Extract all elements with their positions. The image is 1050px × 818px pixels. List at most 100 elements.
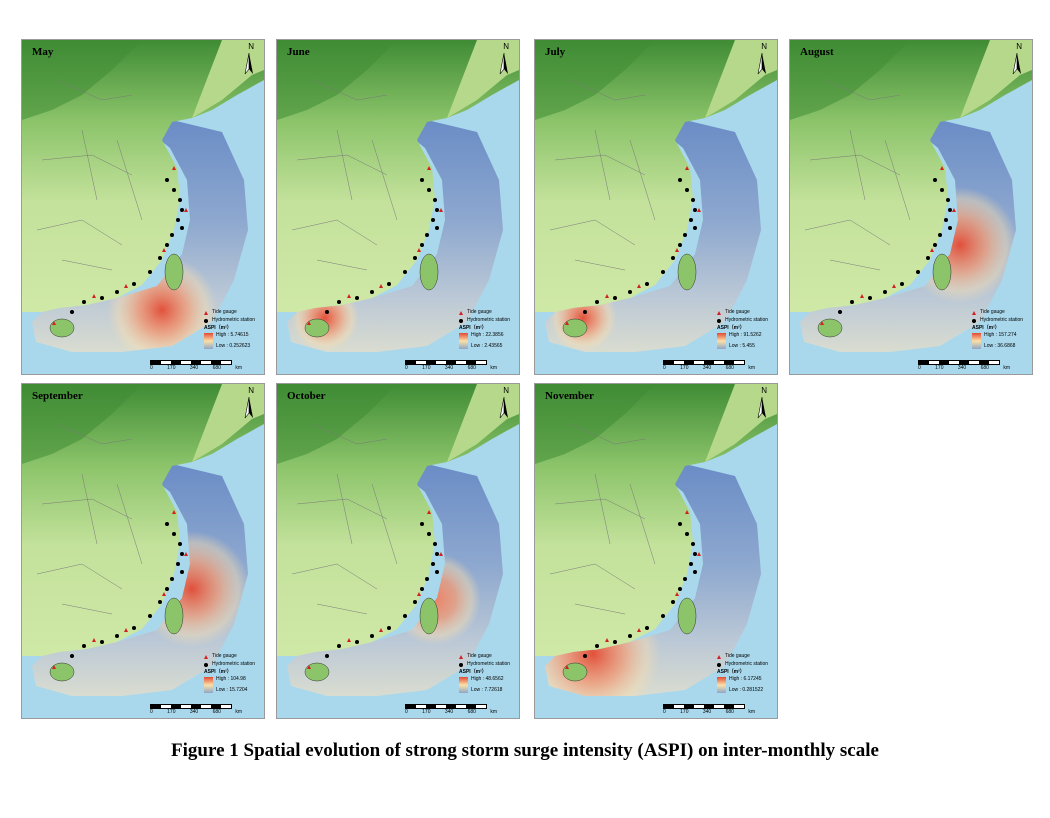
map-panel-may: May N Tide gauge Hydrometric station ASP… xyxy=(21,39,265,375)
aspi-color-ramp xyxy=(717,677,726,693)
north-label: N xyxy=(503,42,509,51)
aspi-color-ramp xyxy=(717,333,726,349)
aspi-high-value: High : 22.3856 xyxy=(471,332,504,338)
north-arrow-icon xyxy=(244,396,253,419)
aspi-low-value: Low : 15.7204 xyxy=(216,687,248,693)
legend-hydro-label: Hydrometric station xyxy=(212,661,256,667)
aspi-high-value: High : 104.98 xyxy=(216,676,246,682)
aspi-low-value: Low : 7.72618 xyxy=(471,687,503,693)
month-label: November xyxy=(545,390,594,402)
map-panel-august: August N Tide gauge Hydrometric station … xyxy=(789,39,1033,375)
north-arrow-icon xyxy=(499,396,508,419)
aspi-color-ramp xyxy=(972,333,981,349)
aspi-color-ramp xyxy=(459,333,468,349)
hydrometric-station-symbol-icon xyxy=(204,662,208,667)
legend-hydro-label: Hydrometric station xyxy=(725,661,769,667)
scale-tick: 0 xyxy=(150,709,153,715)
figure-caption: Figure 1 Spatial evolution of strong sto… xyxy=(171,740,879,761)
scale-bar-graphic xyxy=(405,360,487,365)
legend-aspi-title: ASPI（m²） xyxy=(204,325,232,331)
tide-gauge-symbol-icon xyxy=(972,310,976,315)
scale-unit: km xyxy=(235,709,242,715)
map-graphic xyxy=(277,40,519,374)
north-arrow-icon xyxy=(499,52,508,75)
north-label: N xyxy=(1016,42,1022,51)
map-graphic xyxy=(22,40,264,374)
scale-unit: km xyxy=(235,365,242,371)
north-label: N xyxy=(761,386,767,395)
scale-tick: 680 xyxy=(980,365,989,371)
aspi-high-value: High : 91.5262 xyxy=(729,332,762,338)
tide-gauge-symbol-icon xyxy=(204,310,208,315)
aspi-high-value: High : 5.74615 xyxy=(216,332,249,338)
scale-tick: 170 xyxy=(935,365,944,371)
month-label: September xyxy=(32,390,83,402)
legend-hydro-label: Hydrometric station xyxy=(467,661,511,667)
map-legend: Tide gauge Hydrometric station ASPI（m²） … xyxy=(204,654,255,693)
scale-bar-graphic xyxy=(663,704,745,709)
north-label: N xyxy=(503,386,509,395)
aspi-high-value: High : 157.274 xyxy=(984,332,1017,338)
scale-tick: 0 xyxy=(918,365,921,371)
hydrometric-station-symbol-icon xyxy=(459,318,463,323)
map-graphic xyxy=(790,40,1032,374)
scale-unit: km xyxy=(490,365,497,371)
aspi-low-value: Low : 2.43565 xyxy=(471,343,503,349)
map-graphic xyxy=(535,40,777,374)
map-legend: Tide gauge Hydrometric station ASPI（m²） … xyxy=(972,310,1023,349)
scale-tick: 0 xyxy=(405,709,408,715)
scale-bar: 0 170 340 680 km xyxy=(405,704,497,716)
map-panel-november: November N Tide gauge Hydrometric statio… xyxy=(534,383,778,719)
scale-tick: 340 xyxy=(189,709,199,715)
scale-tick: 680 xyxy=(212,709,221,715)
legend-hydro-label: Hydrometric station xyxy=(725,317,769,323)
north-arrow-icon xyxy=(1012,52,1021,75)
aspi-high-value: High : 48.6562 xyxy=(471,676,504,682)
legend-tide-label: Tide gauge xyxy=(467,653,492,659)
scale-bar: 0 170 340 680 km xyxy=(918,360,1010,372)
scale-unit: km xyxy=(748,365,755,371)
legend-aspi-title: ASPI（m²） xyxy=(204,669,232,675)
legend-hydro-label: Hydrometric station xyxy=(212,317,256,323)
legend-aspi-title: ASPI（m²） xyxy=(717,669,745,675)
scale-tick: 340 xyxy=(444,365,454,371)
scale-tick: 340 xyxy=(702,365,712,371)
scale-tick: 170 xyxy=(167,709,176,715)
scale-tick: 680 xyxy=(467,365,476,371)
map-panel-september: September N Tide gauge Hydrometric stati… xyxy=(21,383,265,719)
hydrometric-station-symbol-icon xyxy=(459,662,463,667)
legend-tide-label: Tide gauge xyxy=(725,309,750,315)
legend-tide-label: Tide gauge xyxy=(980,309,1005,315)
scale-tick: 340 xyxy=(189,365,199,371)
scale-bar-graphic xyxy=(663,360,745,365)
aspi-low-value: Low : 36.6868 xyxy=(984,343,1016,349)
scale-bar: 0 170 340 680 km xyxy=(663,704,755,716)
scale-bar-graphic xyxy=(918,360,1000,365)
map-graphic xyxy=(535,384,777,718)
map-panel-july: July N Tide gauge Hydrometric station AS… xyxy=(534,39,778,375)
scale-tick: 340 xyxy=(702,709,712,715)
tide-gauge-symbol-icon xyxy=(459,310,463,315)
legend-hydro-label: Hydrometric station xyxy=(467,317,511,323)
month-label: July xyxy=(545,46,566,58)
map-legend: Tide gauge Hydrometric station ASPI（m²） … xyxy=(204,310,255,349)
scale-bar: 0 170 340 680 km xyxy=(405,360,497,372)
scale-unit: km xyxy=(748,709,755,715)
hydrometric-station-symbol-icon xyxy=(204,318,208,323)
legend-tide-label: Tide gauge xyxy=(725,653,750,659)
north-label: N xyxy=(248,42,254,51)
scale-unit: km xyxy=(1003,365,1010,371)
north-label: N xyxy=(248,386,254,395)
map-legend: Tide gauge Hydrometric station ASPI（m²） … xyxy=(717,654,768,693)
legend-tide-label: Tide gauge xyxy=(212,309,237,315)
tide-gauge-symbol-icon xyxy=(204,654,208,659)
scale-tick: 680 xyxy=(212,365,221,371)
aspi-low-value: Low : 5.455 xyxy=(729,343,755,349)
scale-tick: 340 xyxy=(444,709,454,715)
scale-tick: 0 xyxy=(405,365,408,371)
aspi-low-value: Low : 0.252623 xyxy=(216,343,251,349)
map-graphic xyxy=(277,384,519,718)
month-label: August xyxy=(800,46,834,58)
map-legend: Tide gauge Hydrometric station ASPI（m²） … xyxy=(459,654,510,693)
scale-tick: 340 xyxy=(957,365,967,371)
